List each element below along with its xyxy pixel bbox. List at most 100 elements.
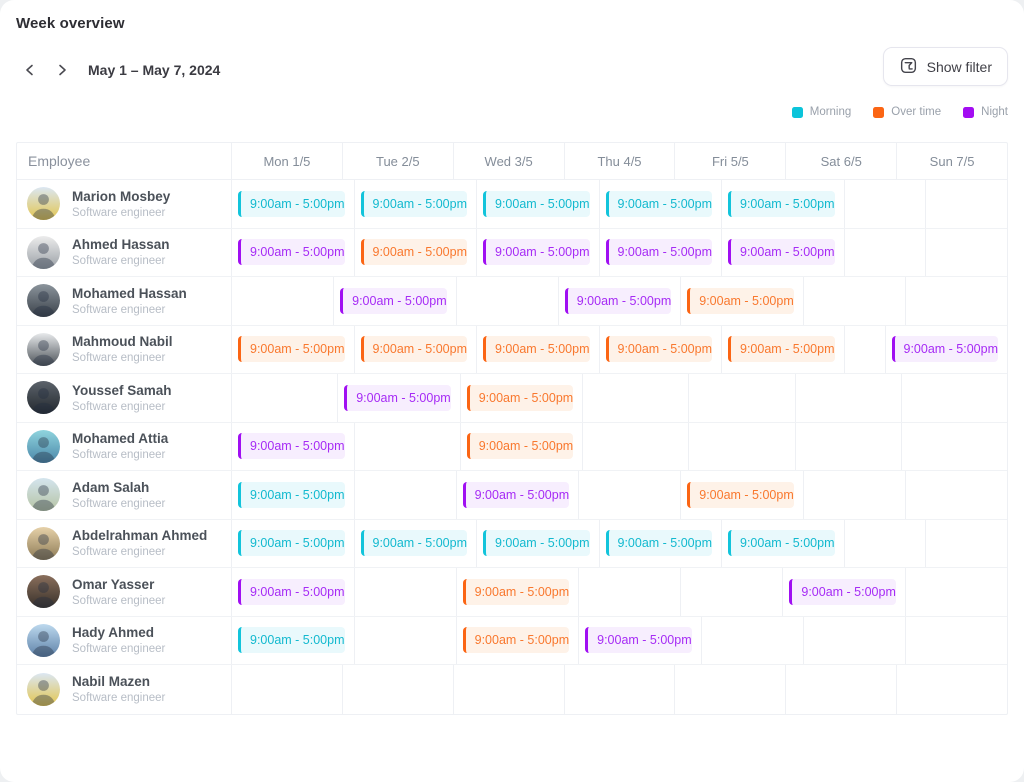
day-cell: 9:00am - 5:00pm — [455, 616, 579, 664]
shift-chip-night[interactable]: 9:00am - 5:00pm — [238, 433, 345, 460]
table-row: Omar Yasser Software engineer 9:00am - 5:0… — [17, 568, 1007, 617]
employee-role: Software engineer — [72, 206, 166, 219]
employee-cell: Nabil Mazen Software engineer — [17, 665, 231, 714]
next-week-button[interactable] — [48, 57, 76, 83]
shift-chip-night[interactable]: 9:00am - 5:00pm — [462, 481, 570, 508]
day-cell — [688, 374, 794, 422]
table-row: Youssef Samah Software engineer 9:00am - 5… — [17, 374, 1007, 423]
employee-cell: Abdelrahman Ahmed Software engineer — [17, 520, 231, 568]
avatar — [27, 672, 60, 706]
day-cell: 9:00am - 5:00pm — [231, 568, 354, 616]
shift-chip-morning[interactable]: 9:00am - 5:00pm — [238, 481, 345, 508]
shift-chip-morning[interactable]: 9:00am - 5:00pm — [238, 530, 345, 557]
day-cell — [925, 519, 1007, 567]
day-cell — [785, 665, 896, 714]
date-range-label: May 1 – May 7, 2024 — [88, 62, 221, 78]
day-cell: 9:00am - 5:00pm — [598, 228, 722, 276]
shift-chip-night[interactable]: 9:00am - 5:00pm — [585, 627, 692, 654]
day-cell: 9:00am - 5:00pm — [680, 471, 803, 519]
shift-chip-night[interactable]: 9:00am - 5:00pm — [891, 336, 998, 363]
employee-cell: Ahmed Hassan Software engineer — [17, 229, 231, 277]
shift-chip-overtime[interactable]: 9:00am - 5:00pm — [466, 384, 574, 411]
shift-chip-morning[interactable]: 9:00am - 5:00pm — [483, 190, 590, 217]
schedule-header-row: Employee Mon 1/5 Tue 2/5 Wed 3/5 Thu 4/5 Fri … — [17, 143, 1007, 180]
employee-role: Software engineer — [72, 546, 166, 559]
shift-chip-night[interactable]: 9:00am - 5:00pm — [238, 578, 345, 605]
legend-item-morning: Morning — [791, 106, 851, 118]
avatar — [27, 284, 60, 318]
table-row: Mahmoud Nabil Software engineer 9:00am - 5… — [17, 325, 1008, 374]
shift-chip-night[interactable]: 9:00am - 5:00pm — [564, 287, 672, 314]
day-cell — [802, 277, 905, 325]
shift-chip-night[interactable]: 9:00am - 5:00pm — [728, 239, 835, 266]
day-cell: 9:00am - 5:00pm — [333, 277, 456, 325]
column-header-day: Mon 1/5 — [231, 143, 342, 179]
day-cell — [843, 180, 926, 228]
shift-chip-overtime[interactable]: 9:00am - 5:00pm — [360, 239, 467, 266]
shift-chip-overtime[interactable]: 9:00am - 5:00pm — [728, 336, 835, 363]
shift-chip-morning[interactable]: 9:00am - 5:00pm — [728, 190, 835, 217]
shift-chip-morning[interactable]: 9:00am - 5:00pm — [360, 530, 467, 557]
shift-chip-overtime[interactable]: 9:00am - 5:00pm — [462, 627, 570, 654]
employee-role: Software engineer — [72, 643, 166, 656]
day-cell: 9:00am - 5:00pm — [337, 374, 460, 422]
day-cell: 9:00am - 5:00pm — [884, 325, 1008, 373]
day-cell — [843, 519, 926, 567]
shift-chip-night[interactable]: 9:00am - 5:00pm — [483, 239, 590, 266]
shift-chip-night[interactable]: 9:00am - 5:00pm — [340, 287, 447, 314]
shift-chip-overtime[interactable]: 9:00am - 5:00pm — [605, 336, 712, 363]
shift-chip-overtime[interactable]: 9:00am - 5:00pm — [687, 481, 794, 508]
shift-chip-morning[interactable]: 9:00am - 5:00pm — [605, 530, 712, 557]
employee-name: Marion Mosbey — [72, 188, 171, 204]
day-cell: 9:00am - 5:00pm — [721, 325, 844, 373]
shift-chip-overtime[interactable]: 9:00am - 5:00pm — [466, 433, 574, 460]
filter-icon — [899, 56, 918, 78]
employee-info: Youssef Samah Software engineer — [72, 383, 172, 413]
day-cell — [341, 665, 453, 714]
day-cell: 9:00am - 5:00pm — [231, 471, 354, 519]
day-cell: 9:00am - 5:00pm — [476, 180, 599, 228]
day-cell — [904, 277, 1007, 325]
shift-chip-morning[interactable]: 9:00am - 5:00pm — [238, 190, 345, 217]
shift-chip-night[interactable]: 9:00am - 5:00pm — [789, 578, 896, 605]
day-cell — [896, 665, 1007, 714]
shift-chip-night[interactable]: 9:00am - 5:00pm — [344, 384, 451, 411]
schedule-table: Employee Mon 1/5 Tue 2/5 Wed 3/5 Thu 4/5 Fri … — [16, 142, 1008, 715]
employee-name: Hady Ahmed — [72, 625, 155, 641]
show-filter-button[interactable]: Show filter — [882, 47, 1008, 86]
employee-cell: Mahmoud Nabil Software engineer — [17, 326, 231, 374]
day-cell: 9:00am - 5:00pm — [721, 228, 844, 276]
shift-chip-overtime[interactable]: 9:00am - 5:00pm — [238, 336, 345, 363]
shift-chip-morning[interactable]: 9:00am - 5:00pm — [728, 530, 835, 557]
shift-chip-morning[interactable]: 9:00am - 5:00pm — [360, 190, 467, 217]
employee-role: Software engineer — [72, 352, 166, 365]
shift-chip-overtime[interactable]: 9:00am - 5:00pm — [462, 578, 570, 605]
day-cell: 9:00am - 5:00pm — [231, 616, 354, 664]
shift-chip-morning[interactable]: 9:00am - 5:00pm — [483, 530, 590, 557]
employee-cell: Mohamed Attia Software engineer — [17, 423, 231, 471]
employee-role: Software engineer — [72, 303, 166, 316]
avatar — [27, 575, 60, 609]
shift-chip-overtime[interactable]: 9:00am - 5:00pm — [483, 336, 590, 363]
employee-name: Ahmed Hassan — [72, 237, 170, 253]
day-cell — [455, 277, 558, 325]
shift-chip-night[interactable]: 9:00am - 5:00pm — [605, 239, 712, 266]
day-cell: 9:00am - 5:00pm — [476, 228, 599, 276]
legend-item-night: Night — [963, 106, 1008, 118]
day-cell — [582, 422, 688, 470]
day-cell: 9:00am - 5:00pm — [598, 325, 722, 373]
day-cell: 9:00am - 5:00pm — [476, 325, 599, 373]
day-cell: 9:00am - 5:00pm — [782, 568, 905, 616]
legend-label: Night — [981, 106, 1008, 118]
day-cell — [578, 471, 680, 519]
shift-chip-overtime[interactable]: 9:00am - 5:00pm — [687, 287, 794, 314]
employee-cell: Omar Yasser Software engineer — [17, 568, 231, 616]
employee-cell: Youssef Samah Software engineer — [17, 374, 231, 422]
shift-chip-overtime[interactable]: 9:00am - 5:00pm — [360, 336, 467, 363]
shift-chip-morning[interactable]: 9:00am - 5:00pm — [238, 627, 345, 654]
previous-week-button[interactable] — [16, 57, 44, 83]
shift-chip-morning[interactable]: 9:00am - 5:00pm — [605, 190, 712, 217]
employee-name: Mohamed Attia — [72, 431, 169, 447]
day-cell: 9:00am - 5:00pm — [231, 228, 354, 276]
shift-chip-night[interactable]: 9:00am - 5:00pm — [238, 239, 345, 266]
